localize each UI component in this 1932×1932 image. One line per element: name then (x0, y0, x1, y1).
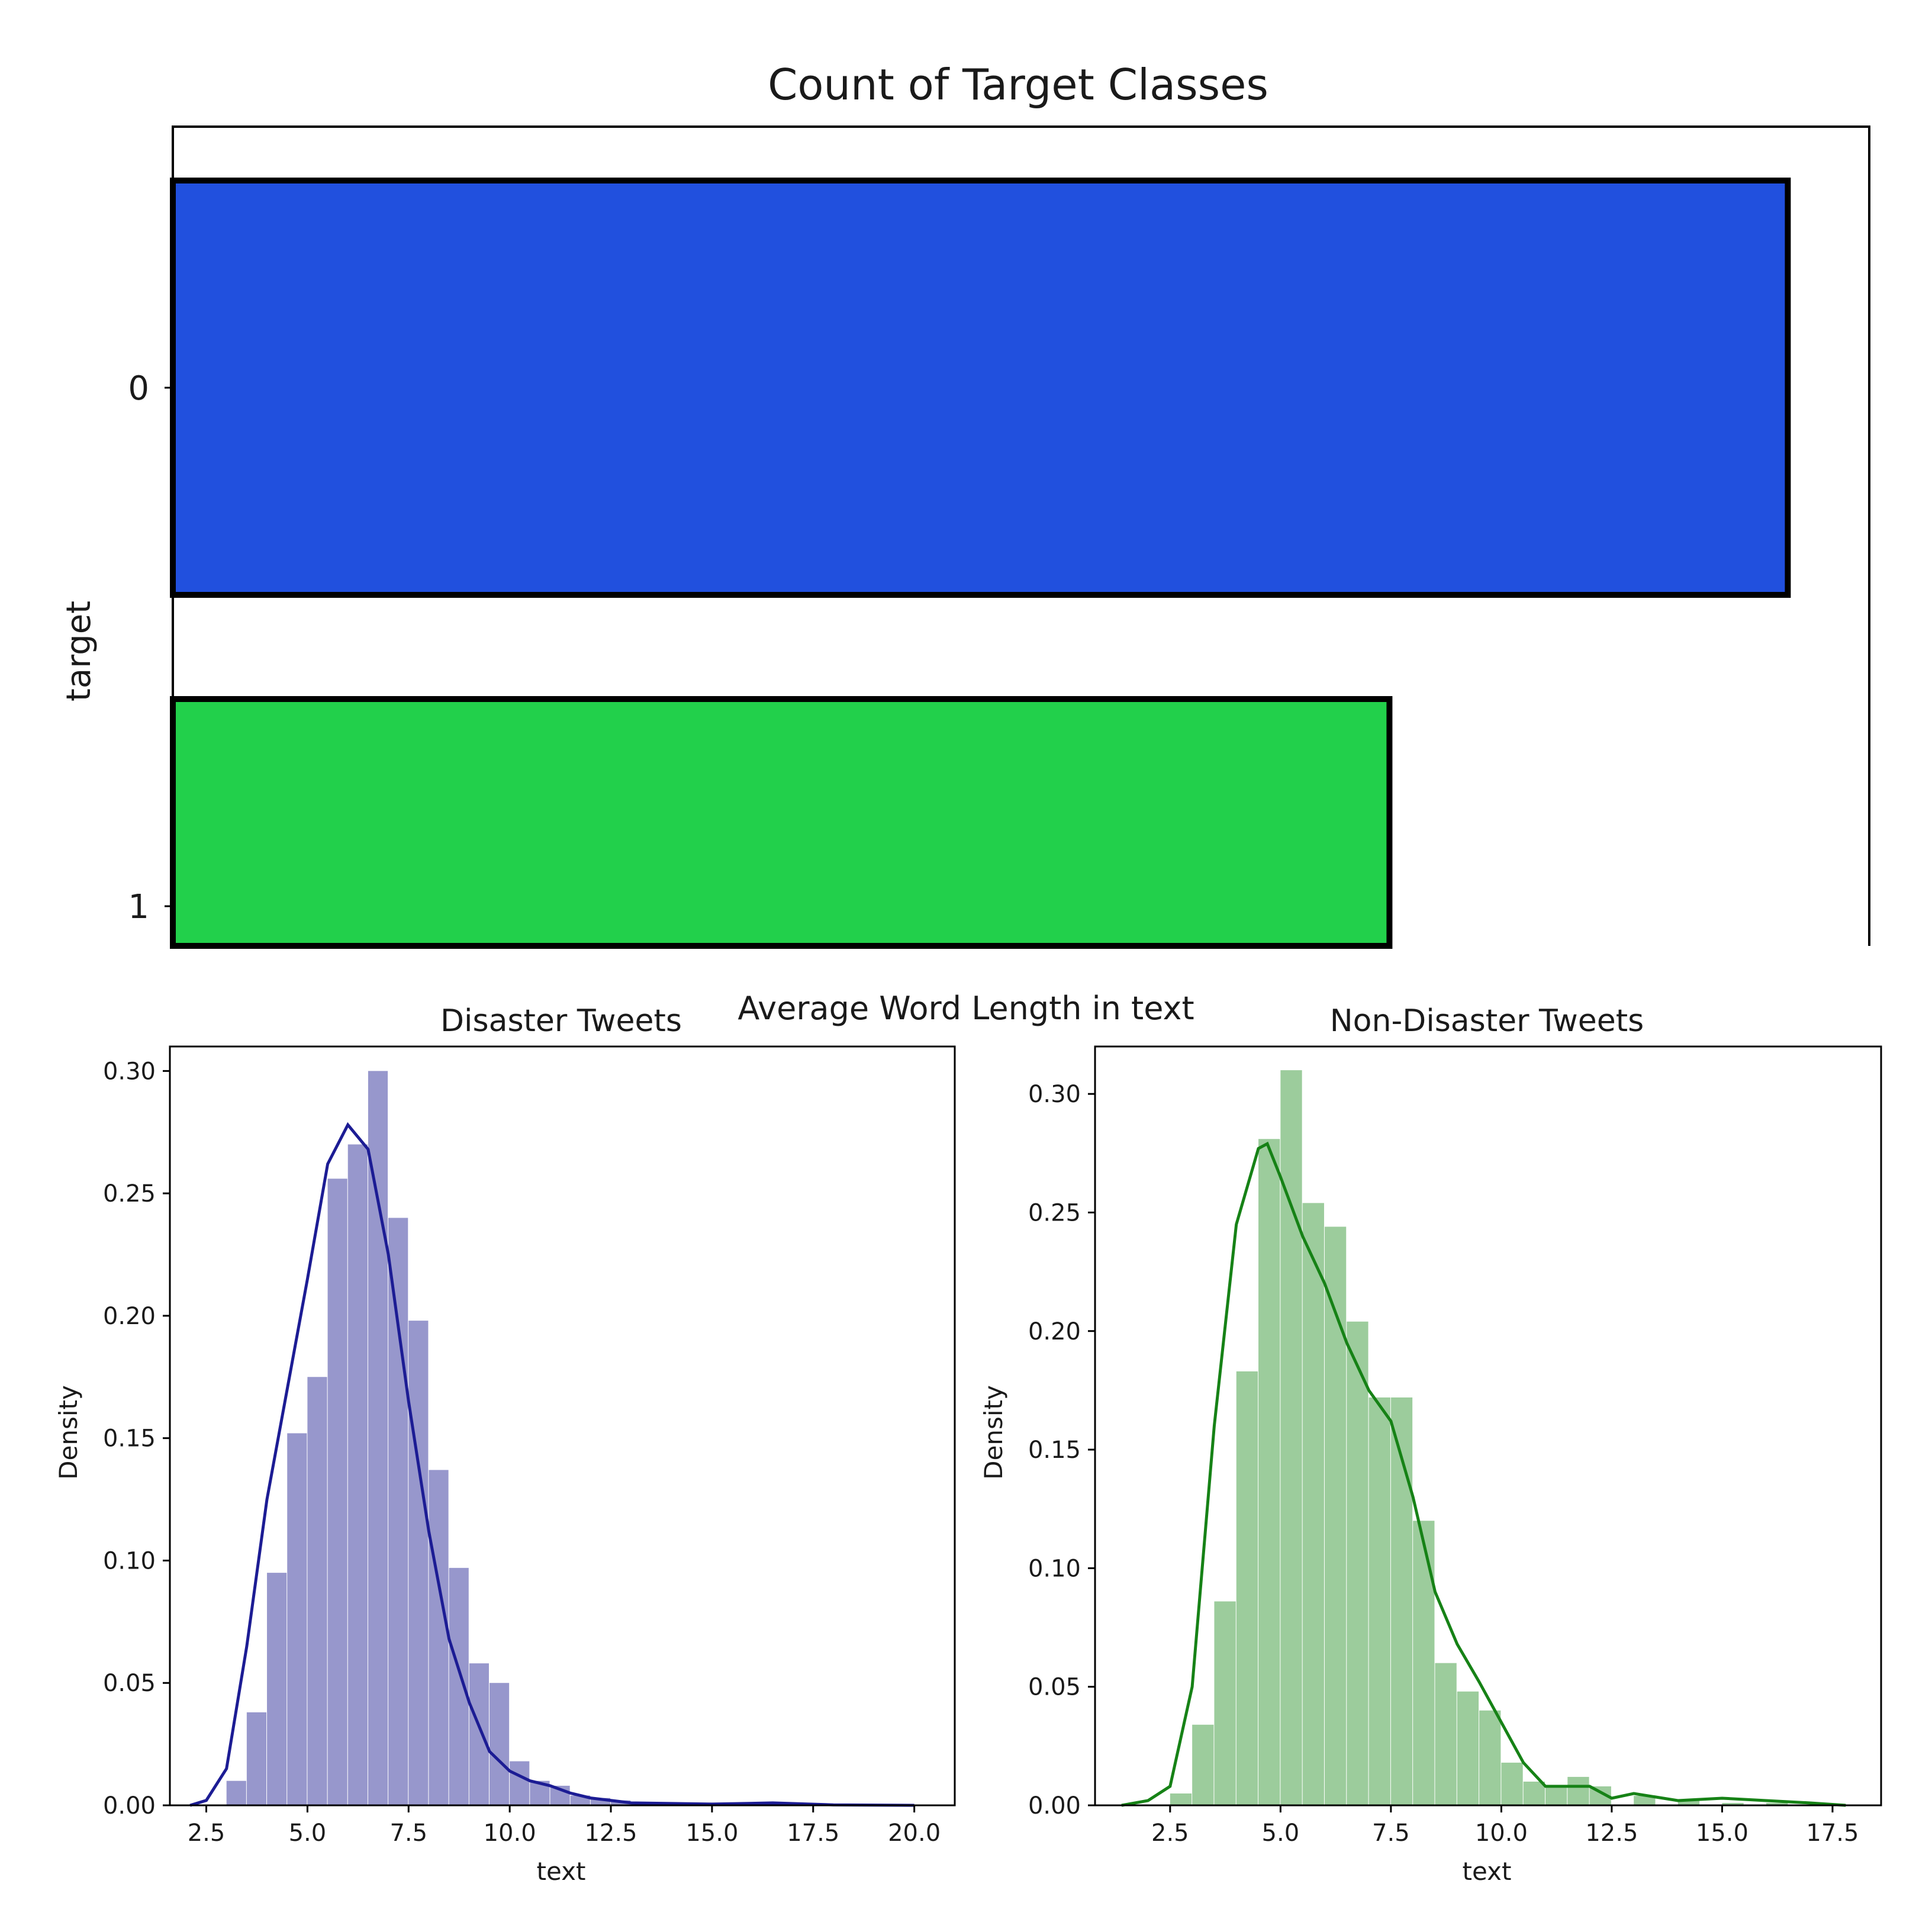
x-tick-label: 5.0 (1262, 1820, 1300, 1847)
histogram-bar (1545, 1786, 1567, 1805)
bar-chart-title: Count of Target Classes (768, 60, 1268, 110)
histogram-bar (287, 1433, 307, 1805)
x-tick-label: 2.5 (188, 1820, 226, 1847)
histogram-bar (327, 1178, 347, 1805)
disaster-histogram: Disaster Tweets 2.5 5.0 7.5 10.0 12.5 15.0 17.… (54, 1003, 956, 1886)
histogram-bar (1766, 1802, 1788, 1805)
x-tick-label: 10.0 (1475, 1820, 1528, 1847)
non-disaster-ylabel: Density (979, 1385, 1008, 1480)
bar-marks (170, 178, 1791, 949)
bar-y-tick-label: 0 (128, 369, 149, 408)
histogram-bar (1501, 1762, 1523, 1805)
histogram-bar (1258, 1139, 1280, 1805)
x-tick-label: 17.5 (787, 1820, 839, 1847)
x-tick-label: 2.5 (1151, 1820, 1189, 1847)
y-tick-label: 0.15 (1028, 1437, 1081, 1464)
y-tick-label: 0.00 (1028, 1792, 1081, 1820)
histogram-bar (1413, 1521, 1435, 1805)
x-tick-label: 7.5 (1372, 1820, 1410, 1847)
y-tick-label: 0.20 (1028, 1318, 1081, 1345)
y-tick-label: 0.00 (103, 1792, 156, 1820)
histogram-bar (1634, 1795, 1656, 1805)
bar-chart-frame (172, 125, 1870, 946)
disaster-x-ticks: 2.5 5.0 7.5 10.0 12.5 15.0 17.5 20.0 (188, 1805, 941, 1847)
non-disaster-x-ticks: 2.5 5.0 7.5 10.0 12.5 15.0 17.5 (1151, 1805, 1859, 1847)
histogram-bar (489, 1683, 510, 1805)
disaster-kde-line (189, 1122, 915, 1807)
disaster-title: Disaster Tweets (440, 1003, 682, 1039)
bar-chart: Count of Target Classes target 01 (60, 60, 1870, 949)
bar-1 (170, 696, 1393, 949)
x-tick-label: 12.5 (1585, 1820, 1638, 1847)
histogram-bar (408, 1321, 429, 1805)
histogram-bar (1457, 1691, 1479, 1805)
disaster-ylabel: Density (54, 1385, 83, 1480)
histogram-bar (1368, 1397, 1390, 1805)
histogram-bar (1280, 1070, 1302, 1805)
bar-chart-ylabel: target (60, 601, 98, 701)
histogram-bar (429, 1470, 449, 1805)
non-disaster-kde-line (1121, 1141, 1846, 1807)
figure-title: Average Word Length in text (738, 990, 1194, 1027)
histogram-bar (1567, 1776, 1589, 1805)
y-tick-label: 0.30 (103, 1058, 156, 1085)
histogram-bar (1435, 1663, 1457, 1805)
x-tick-label: 12.5 (584, 1820, 637, 1847)
histogram-bar (267, 1573, 287, 1805)
non-disaster-y-ticks: 0.00 0.05 0.10 0.15 0.20 0.25 0.30 (1028, 1081, 1095, 1820)
histogram-bar (1677, 1800, 1700, 1805)
histogram-bar (388, 1218, 408, 1805)
histogram-bar (307, 1377, 327, 1805)
y-tick-label: 0.10 (103, 1547, 156, 1574)
histogram-bar (510, 1761, 530, 1805)
histogram-bar (226, 1780, 246, 1805)
bar-0 (170, 178, 1791, 598)
non-disaster-xlabel: text (1463, 1857, 1512, 1886)
y-tick-label: 0.10 (1028, 1555, 1081, 1582)
x-tick-label: 15.0 (685, 1820, 738, 1847)
y-tick-label: 0.05 (103, 1670, 156, 1697)
non-disaster-histogram: Non-Disaster Tweets 2.5 5.0 7.5 10.0 12.5 15.… (979, 1003, 1882, 1886)
x-tick-label: 20.0 (888, 1820, 941, 1847)
y-tick-label: 0.05 (1028, 1674, 1081, 1701)
non-disaster-title: Non-Disaster Tweets (1330, 1003, 1644, 1039)
histogram-bar (1236, 1371, 1258, 1805)
histogram-bar (1390, 1397, 1413, 1805)
histogram-bar (347, 1144, 368, 1805)
histogram-bar (1170, 1793, 1192, 1805)
x-tick-label: 5.0 (289, 1820, 327, 1847)
y-tick-label: 0.25 (103, 1180, 156, 1208)
disaster-xlabel: text (537, 1857, 586, 1886)
bar-y-tick-label: 1 (128, 888, 149, 926)
histogram-bar (1523, 1781, 1545, 1805)
y-tick-label: 0.20 (103, 1303, 156, 1330)
histogram-bar (469, 1663, 489, 1805)
non-disaster-bars (1170, 1070, 1788, 1805)
bar-y-ticks: 01 (128, 369, 173, 926)
histogram-bar (1302, 1203, 1324, 1805)
x-tick-label: 10.0 (484, 1820, 536, 1847)
histogram-bar (1347, 1321, 1368, 1805)
y-tick-label: 0.25 (1028, 1199, 1081, 1226)
histogram-bar (1192, 1724, 1214, 1805)
disaster-y-ticks: 0.00 0.05 0.10 0.15 0.20 0.25 0.30 (103, 1058, 170, 1820)
histogram-bar (246, 1712, 267, 1805)
histogram-bar (1479, 1710, 1501, 1805)
disaster-bars (226, 1071, 651, 1805)
non-disaster-frame (1094, 1045, 1882, 1807)
y-tick-label: 0.30 (1028, 1081, 1081, 1108)
x-tick-label: 7.5 (389, 1820, 427, 1847)
histogram-bar (1214, 1601, 1236, 1805)
x-tick-label: 15.0 (1696, 1820, 1749, 1847)
x-tick-label: 17.5 (1806, 1820, 1859, 1847)
histogram-bar (1324, 1226, 1347, 1805)
y-tick-label: 0.15 (103, 1425, 156, 1453)
disaster-frame (169, 1045, 956, 1807)
histogram-bar (1722, 1802, 1744, 1805)
histogram-bar (368, 1071, 388, 1805)
